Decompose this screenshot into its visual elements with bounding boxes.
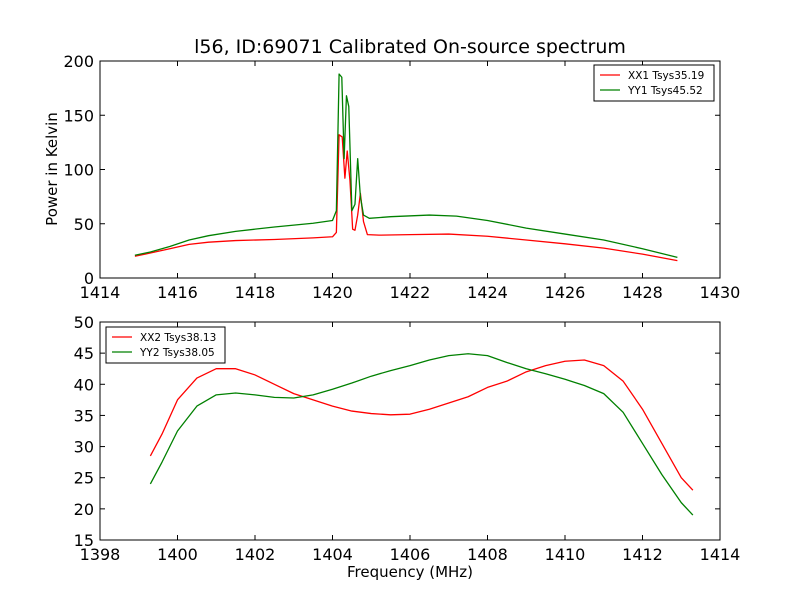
x-tick-label: 1404: [312, 545, 353, 564]
axes-frame: [99, 60, 721, 279]
x-tick-label: 1418: [235, 283, 276, 302]
x-tick-label: 1412: [622, 545, 663, 564]
y-tick-label: 15: [74, 531, 94, 550]
legend-box: [105, 326, 226, 364]
y-tick-label: 50: [74, 313, 94, 332]
x-tick-label: 1414: [80, 283, 121, 302]
x-tick-label: 1416: [157, 283, 198, 302]
legend: XX2 Tsys38.13 YY2 Tsys38.05: [105, 326, 226, 364]
y-tick-label: 30: [74, 438, 94, 457]
x-tick-label: 1414: [700, 545, 741, 564]
axes-frame: [99, 321, 721, 541]
y-tick-label: 35: [74, 406, 94, 425]
legend-label: YY1 Tsys45.52: [627, 85, 703, 97]
y-tick-label: 0: [84, 269, 94, 288]
series-line-yy: [134, 73, 678, 259]
x-tick-label: 1408: [467, 545, 508, 564]
legend-label: XX1 Tsys35.19: [628, 70, 704, 82]
x-tick-label: 1430: [700, 283, 741, 302]
chart-title: l56, ID:69071 Calibrated On-source spect…: [194, 36, 626, 58]
x-tick-label: 1410: [545, 545, 586, 564]
series-line-yy: [149, 353, 694, 516]
legend: XX1 Tsys35.19 YY1 Tsys45.52: [593, 64, 715, 102]
x-tick-label: 1426: [545, 283, 586, 302]
legend-label: YY2 Tsys38.05: [139, 347, 215, 359]
legend-label: XX2 Tsys38.13: [140, 332, 216, 344]
y-tick-label: 25: [74, 469, 94, 488]
x-tick-label: 1398: [80, 545, 121, 564]
top-panel: 1414 1416 1418 1420 1422 1424 1426 1428 1430 0 50 1…: [63, 52, 740, 302]
x-tick-label: 1422: [390, 283, 431, 302]
y-tick-label: 150: [63, 106, 94, 125]
y-tick-label: 200: [63, 52, 94, 71]
series-line-xx: [149, 359, 694, 491]
top-y-axis-label: Power in Kelvin: [43, 112, 61, 226]
x-tick-label: 1424: [467, 283, 508, 302]
y-tick-label: 100: [63, 161, 94, 180]
x-tick-label: 1402: [235, 545, 276, 564]
y-tick-label: 45: [74, 344, 94, 363]
bottom-panel: 1398 1400 1402 1404 1406 1408 1410 1412 1414 15 20…: [74, 313, 741, 564]
x-tick-label: 1420: [312, 283, 353, 302]
x-tick-label: 1400: [157, 545, 198, 564]
x-tick-label: 1428: [622, 283, 663, 302]
y-tick-label: 40: [74, 375, 94, 394]
y-tick-label: 20: [74, 500, 94, 519]
bottom-x-axis-label: Frequency (MHz): [347, 563, 473, 581]
x-tick-label: 1406: [390, 545, 431, 564]
y-tick-label: 50: [74, 215, 94, 234]
legend-box: [593, 64, 715, 102]
